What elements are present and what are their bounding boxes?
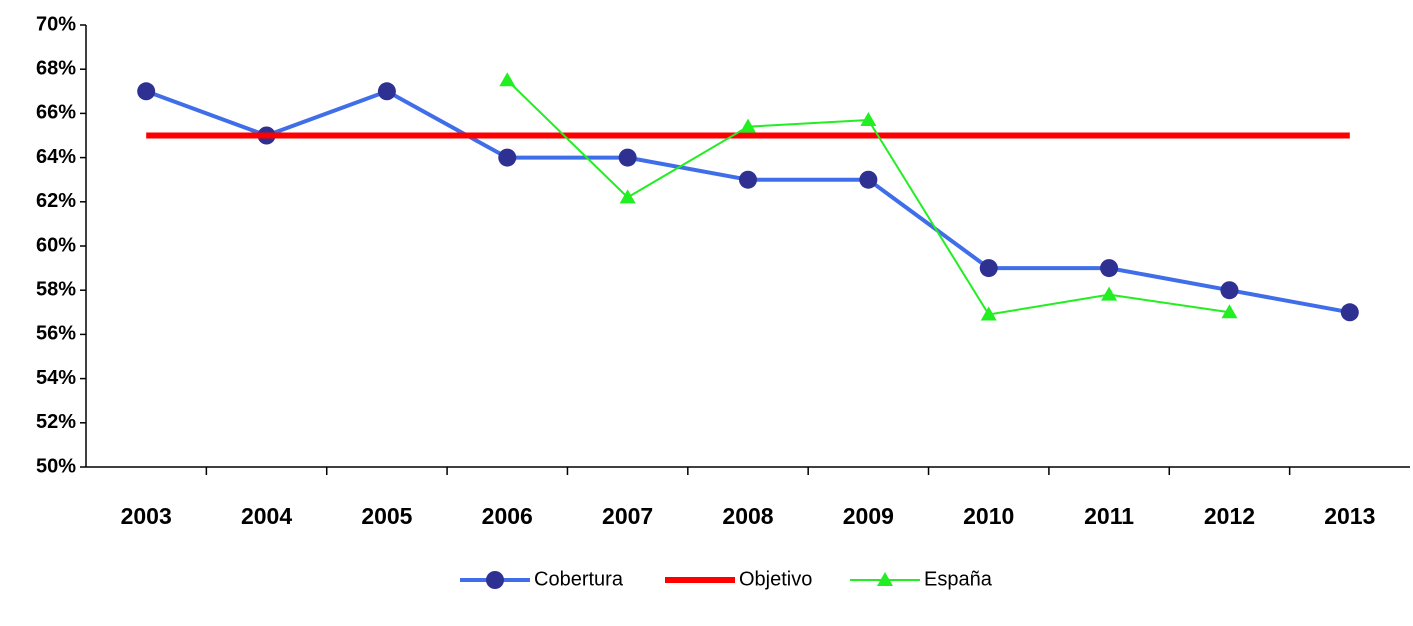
y-tick-label: 56% bbox=[36, 323, 76, 345]
legend-label: España bbox=[924, 568, 993, 590]
y-tick-label: 68% bbox=[36, 57, 76, 79]
data-point bbox=[1221, 304, 1238, 319]
x-tick-label: 2005 bbox=[361, 503, 412, 529]
x-tick-label: 2013 bbox=[1324, 503, 1375, 529]
y-tick-label: 54% bbox=[36, 367, 76, 389]
data-point bbox=[1340, 303, 1359, 322]
data-point bbox=[137, 82, 156, 101]
data-point bbox=[859, 170, 878, 189]
data-point bbox=[377, 82, 396, 101]
x-tick-label: 2012 bbox=[1204, 503, 1255, 529]
data-point bbox=[980, 306, 997, 321]
x-tick-label: 2010 bbox=[963, 503, 1014, 529]
x-tick-label: 2009 bbox=[843, 503, 894, 529]
data-point bbox=[1220, 281, 1239, 300]
legend-marker bbox=[877, 572, 893, 586]
y-tick-label: 58% bbox=[36, 278, 76, 300]
data-point bbox=[1101, 286, 1118, 301]
y-tick-label: 66% bbox=[36, 102, 76, 124]
y-tick-label: 52% bbox=[36, 411, 76, 433]
data-point bbox=[739, 170, 757, 189]
x-tick-label: 2007 bbox=[602, 503, 653, 529]
y-tick-label: 60% bbox=[36, 234, 76, 256]
data-point bbox=[499, 72, 516, 87]
y-tick-label: 62% bbox=[36, 190, 76, 212]
data-point bbox=[860, 112, 877, 127]
data-point bbox=[618, 148, 637, 167]
y-tick-label: 64% bbox=[36, 146, 76, 168]
data-point bbox=[1100, 259, 1119, 278]
legend-label: Objetivo bbox=[739, 568, 812, 590]
legend-marker bbox=[486, 571, 504, 589]
x-tick-label: 2008 bbox=[722, 503, 773, 529]
x-tick-label: 2003 bbox=[121, 503, 172, 529]
x-tick-label: 2011 bbox=[1084, 503, 1134, 529]
legend-label: Cobertura bbox=[534, 568, 624, 590]
y-tick-label: 70% bbox=[36, 13, 76, 35]
data-point bbox=[979, 259, 998, 278]
data-point bbox=[740, 118, 756, 133]
y-tick-label: 50% bbox=[36, 455, 76, 477]
data-point bbox=[619, 189, 636, 204]
x-tick-label: 2006 bbox=[482, 503, 533, 529]
x-tick-label: 2004 bbox=[241, 503, 292, 529]
data-point bbox=[498, 148, 517, 167]
